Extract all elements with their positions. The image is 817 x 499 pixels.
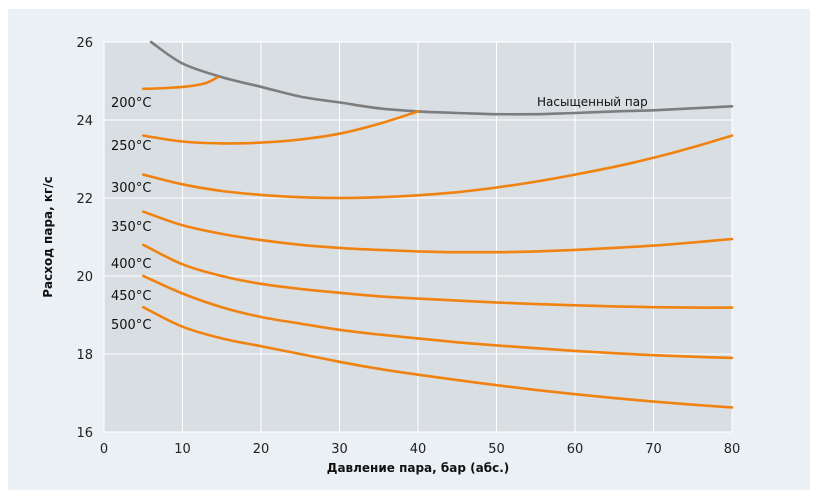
chart-svg: 200°C 250°C 300°C 350°C 400°C 450°C 500°C Насыщ…: [41, 36, 740, 475]
y-tick-label: 18: [76, 348, 93, 363]
x-tick-label: 60: [567, 442, 584, 457]
x-tick-label: 70: [645, 442, 662, 457]
x-tick-label: 10: [174, 442, 191, 457]
y-tick-label: 16: [76, 426, 93, 441]
series-line-400c: [142, 243, 734, 309]
series-line-350c: [142, 210, 734, 254]
curve-label-500c: 500°C: [111, 318, 151, 333]
curve-label-300c: 300°C: [111, 181, 151, 196]
series-line-450c: [142, 274, 734, 360]
y-tick-label: 20: [76, 270, 93, 285]
x-tick-label: 50: [488, 442, 505, 457]
curve-label-400c: 400°C: [111, 257, 151, 272]
y-tick-label: 24: [76, 114, 93, 129]
series-line-250c: [142, 110, 420, 145]
series-line-500c: [142, 305, 734, 409]
x-tick-label: 40: [410, 442, 427, 457]
x-axis-title: Давление пара, бар (абс.): [327, 461, 510, 475]
curve-labels: 200°C 250°C 300°C 350°C 400°C 450°C 500°C Насыщ…: [111, 95, 648, 333]
saturated-steam-label: Насыщенный пар: [537, 95, 648, 109]
chart-figure: 200°C 250°C 300°C 350°C 400°C 450°C 500°C Насыщ…: [8, 9, 810, 490]
tick-labels: 0 10 20 30 40 50 60 70 80 16 18 20 22 24 26: [76, 36, 740, 457]
series-line-200c: [142, 75, 220, 91]
series-line-300c: [142, 134, 734, 200]
x-tick-label: 20: [253, 442, 270, 457]
series-layer: [142, 40, 734, 409]
curve-label-350c: 350°C: [111, 220, 151, 235]
curve-label-450c: 450°C: [111, 289, 151, 304]
x-tick-label: 0: [100, 442, 108, 457]
series-line-saturated: [149, 40, 734, 116]
curve-label-200c: 200°C: [111, 96, 151, 111]
curve-label-250c: 250°C: [111, 139, 151, 154]
y-tick-label: 22: [76, 192, 93, 207]
x-tick-label: 80: [724, 442, 741, 457]
y-tick-label: 26: [76, 36, 93, 51]
y-axis-title: Расход пара, кг/с: [41, 176, 55, 298]
x-tick-label: 30: [331, 442, 348, 457]
